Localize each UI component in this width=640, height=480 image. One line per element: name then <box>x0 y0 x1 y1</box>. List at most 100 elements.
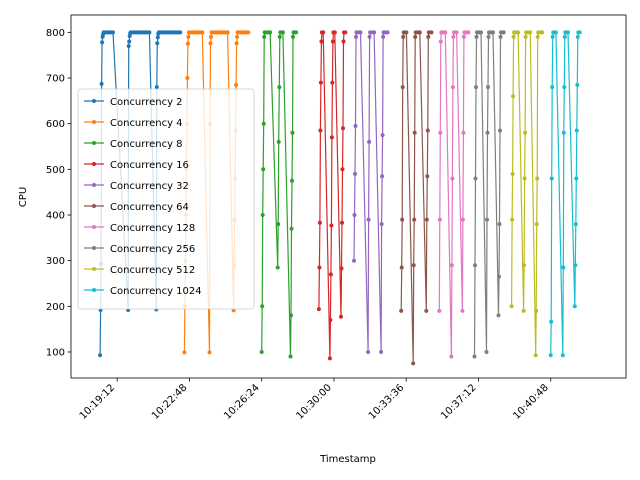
y-tick-label: 600 <box>46 119 65 130</box>
data-point <box>574 176 579 181</box>
legend-label: Concurrency 16 <box>110 160 189 171</box>
data-point <box>207 350 212 355</box>
series-3 <box>259 30 299 359</box>
series-line <box>511 31 543 356</box>
data-point <box>381 34 386 39</box>
data-point <box>185 41 190 46</box>
data-point <box>451 34 456 39</box>
data-point <box>340 167 345 172</box>
data-point <box>497 274 501 279</box>
data-point <box>425 128 430 133</box>
series-9 <box>509 30 545 358</box>
data-point <box>340 220 344 225</box>
data-point <box>352 213 357 217</box>
legend-marker <box>92 162 96 166</box>
data-point <box>437 308 442 313</box>
data-point <box>290 178 294 183</box>
data-point <box>566 30 570 35</box>
data-point <box>461 34 466 39</box>
data-point <box>399 308 404 313</box>
legend-marker <box>92 267 96 271</box>
data-point <box>572 304 577 309</box>
data-point <box>235 34 240 39</box>
data-point <box>200 30 205 35</box>
data-point <box>339 266 344 271</box>
data-point <box>100 40 105 45</box>
data-point <box>486 85 490 90</box>
data-point <box>426 34 431 39</box>
x-axis-label: Timestamp <box>319 454 376 465</box>
data-point <box>294 30 299 35</box>
data-point <box>341 126 345 131</box>
data-point <box>550 34 555 39</box>
data-point <box>280 30 285 35</box>
data-point <box>225 30 230 35</box>
data-point <box>449 354 454 359</box>
data-point <box>99 81 104 86</box>
legend-label: Concurrency 4 <box>110 118 183 129</box>
series-2 <box>182 30 251 355</box>
series-7 <box>437 30 471 359</box>
data-point <box>343 30 348 35</box>
data-point <box>400 217 405 222</box>
x-tick-label: 10:19:12 <box>78 382 118 422</box>
data-point <box>317 265 322 270</box>
data-point <box>549 176 554 181</box>
legend-label: Concurrency 256 <box>110 244 195 255</box>
data-point <box>98 353 103 358</box>
x-tick-label: 10:26:24 <box>222 382 262 422</box>
data-point <box>411 361 416 366</box>
x-tick-label: 10:37:12 <box>439 382 479 422</box>
data-point <box>486 34 491 39</box>
data-point <box>562 34 567 39</box>
data-point <box>330 80 335 85</box>
data-point <box>577 30 582 35</box>
data-point <box>438 130 443 135</box>
data-point <box>443 30 448 35</box>
data-point <box>516 30 521 35</box>
data-point <box>291 34 295 39</box>
y-tick-label: 400 <box>46 210 65 221</box>
legend-marker <box>92 141 96 145</box>
data-point <box>275 265 280 270</box>
data-point <box>561 130 566 135</box>
data-point <box>411 263 416 268</box>
series-8 <box>472 30 506 359</box>
data-point <box>290 130 295 135</box>
data-point <box>260 213 265 217</box>
data-point <box>182 350 187 355</box>
data-point <box>261 121 266 126</box>
data-point <box>400 85 405 90</box>
data-point <box>385 30 390 35</box>
data-point <box>575 34 580 39</box>
data-point <box>332 30 337 35</box>
series-line <box>400 31 432 364</box>
data-point <box>154 85 159 90</box>
data-point <box>534 222 539 227</box>
y-tick-label: 200 <box>46 302 65 313</box>
data-point <box>511 94 516 99</box>
data-point <box>449 263 454 268</box>
data-point <box>511 34 516 39</box>
data-point <box>276 139 281 144</box>
data-point <box>484 350 489 354</box>
data-point <box>353 171 357 176</box>
series-5 <box>352 30 390 354</box>
data-point <box>319 39 324 44</box>
data-point <box>318 80 323 85</box>
data-point <box>289 226 294 231</box>
data-point <box>234 82 239 87</box>
data-point <box>259 350 264 354</box>
data-point <box>155 41 160 46</box>
plot-frame <box>70 14 627 379</box>
data-point <box>535 176 540 181</box>
series-line <box>473 31 504 357</box>
data-point <box>186 34 191 39</box>
legend-box <box>77 88 255 310</box>
data-point <box>575 82 580 87</box>
data-point <box>473 263 477 268</box>
data-point <box>417 30 422 35</box>
data-point <box>510 171 515 176</box>
data-point <box>185 76 190 80</box>
